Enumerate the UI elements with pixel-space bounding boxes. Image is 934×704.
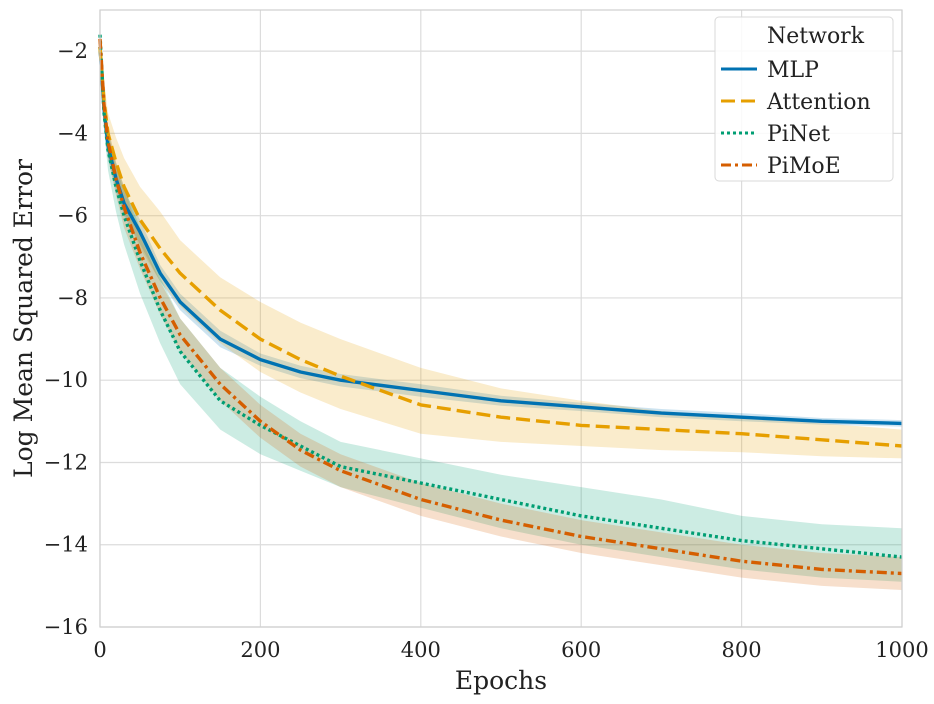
- x-axis-label: Epochs: [455, 666, 547, 695]
- plot-frame: [99, 9, 903, 628]
- x-tick-label: 0: [93, 638, 106, 662]
- band-attention: [100, 34, 902, 459]
- series-line-pimoe: [98, 38, 903, 576]
- y-tick-label: −14: [44, 533, 88, 557]
- y-tick-label: −12: [44, 450, 88, 474]
- legend-label-mlp: MLP: [767, 58, 819, 83]
- y-tick-label: −16: [44, 615, 88, 639]
- x-tick-label: 600: [561, 638, 601, 662]
- legend-label-pinet: PiNet: [767, 122, 830, 147]
- legend-items: MLP Attention PiNet PiMoE: [721, 58, 871, 179]
- legend-box: [714, 16, 894, 182]
- y-tick-label: −4: [57, 121, 88, 145]
- legend-title: Network: [767, 24, 865, 49]
- y-tick-label: −2: [57, 39, 88, 63]
- series-lines: [98, 34, 903, 576]
- x-tick-label: 800: [722, 638, 762, 662]
- y-tick-label: −8: [57, 286, 88, 310]
- band-pinet: [100, 26, 902, 582]
- legend-label-pimoe: PiMoE: [767, 154, 841, 179]
- y-tick-label: −10: [44, 368, 88, 392]
- series-line-attention: [98, 46, 903, 448]
- x-tick-label: 1000: [875, 638, 928, 662]
- y-tick-label: −6: [57, 204, 88, 228]
- legend: Network MLP Attention PiNet PiMoE: [714, 16, 894, 182]
- x-tick-label: 400: [401, 638, 441, 662]
- y-axis-label: Log Mean Squared Error: [9, 159, 38, 478]
- series-line-pinet: [98, 34, 903, 559]
- x-tick-label: 200: [240, 638, 280, 662]
- legend-label-attention: Attention: [766, 90, 871, 115]
- tick-labels: 0 200 400 600 800 1000 −16 −14 −12 −10 −8 −6 −4 −2: [44, 39, 929, 662]
